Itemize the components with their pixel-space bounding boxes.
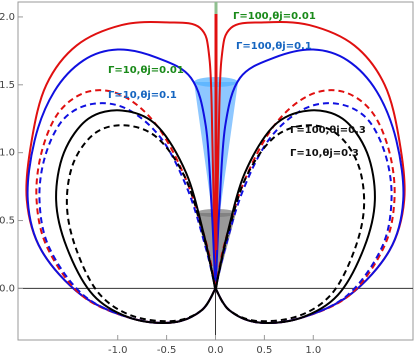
series-label: Γ=100,θj=0.1 <box>236 41 312 52</box>
series-label: Γ=100,θj=0.01 <box>233 11 316 22</box>
series-line <box>65 124 366 323</box>
y-tick-label: 0.0 <box>0 283 15 294</box>
series-label: Γ=10,θj=0.01 <box>108 65 184 76</box>
series-label: Γ=100,θj=0.3 <box>290 125 366 136</box>
y-tick-label: 0.5 <box>0 216 15 227</box>
x-tick-label: -1.0 <box>108 345 128 356</box>
x-tick-label: 1.0 <box>305 345 321 356</box>
y-tick-label: 1.5 <box>0 80 15 91</box>
x-tick-label: 0.5 <box>256 345 272 356</box>
x-tick-label: 0.0 <box>208 345 224 356</box>
series-label: Γ=10,θj=0.3 <box>290 148 359 159</box>
curves <box>18 2 413 340</box>
x-tick-label: -0.5 <box>157 345 177 356</box>
y-tick-label: 1.0 <box>0 148 15 159</box>
y-tick-label: 2.0 <box>0 12 15 23</box>
series-label: Γ=10,θj=0.1 <box>108 90 177 101</box>
